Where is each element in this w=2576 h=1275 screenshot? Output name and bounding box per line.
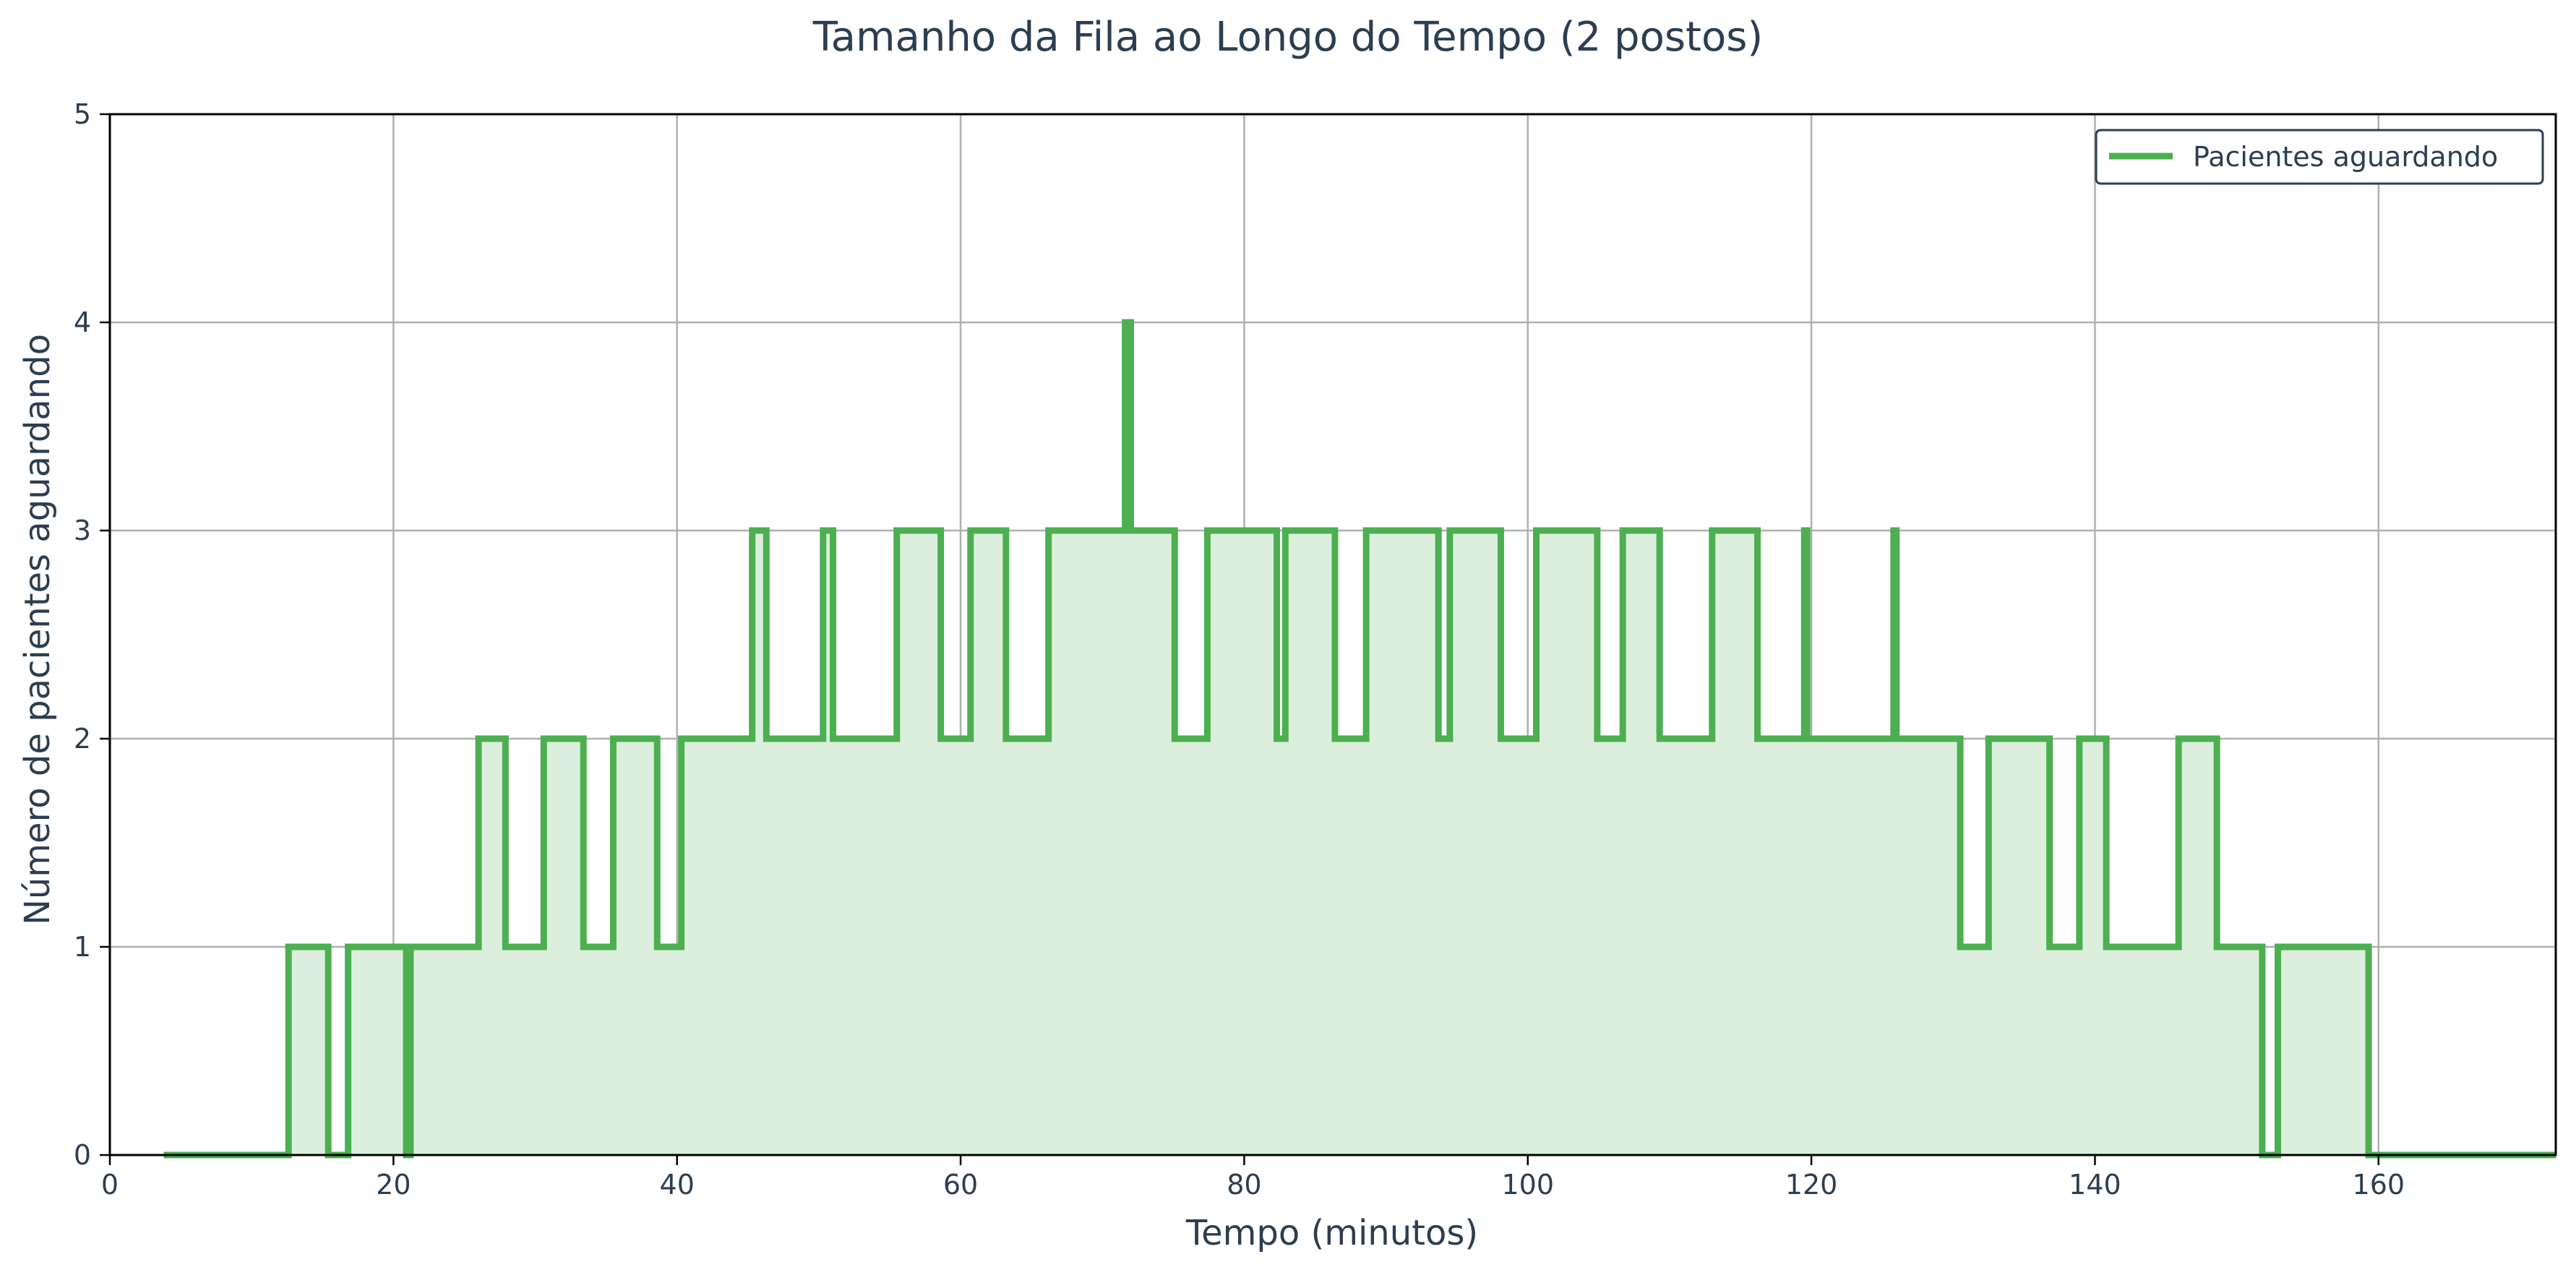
x-tick-label: 40 <box>660 1169 695 1201</box>
x-tick-label: 140 <box>2069 1169 2121 1201</box>
y-axis-label: Número de pacientes aguardando <box>17 334 58 925</box>
legend-label: Pacientes aguardando <box>2193 141 2498 173</box>
chart-title: Tamanho da Fila ao Longo do Tempo (2 pos… <box>812 14 1764 61</box>
x-tick-label: 120 <box>1785 1169 1838 1201</box>
x-tick-label: 0 <box>101 1169 119 1201</box>
plot-frame <box>108 113 2557 1156</box>
x-tick-label: 160 <box>2353 1169 2405 1201</box>
x-tick-label: 20 <box>376 1169 411 1201</box>
x-tick-label: 100 <box>1501 1169 1554 1201</box>
y-tick-label: 2 <box>74 723 91 755</box>
x-axis-label: Tempo (minutos) <box>1185 1213 1478 1253</box>
series-step-line <box>163 319 2556 1159</box>
x-tick-label: 60 <box>943 1169 978 1201</box>
y-tick-label: 3 <box>74 515 91 546</box>
y-tick-label: 0 <box>74 1139 91 1171</box>
y-tick-label: 5 <box>74 98 91 130</box>
y-tick-label: 4 <box>74 306 91 338</box>
x-tick-label: 80 <box>1227 1169 1261 1201</box>
y-tick-label: 1 <box>74 931 91 963</box>
legend-box <box>2095 129 2544 185</box>
legend: Pacientes aguardando <box>2095 129 2544 185</box>
